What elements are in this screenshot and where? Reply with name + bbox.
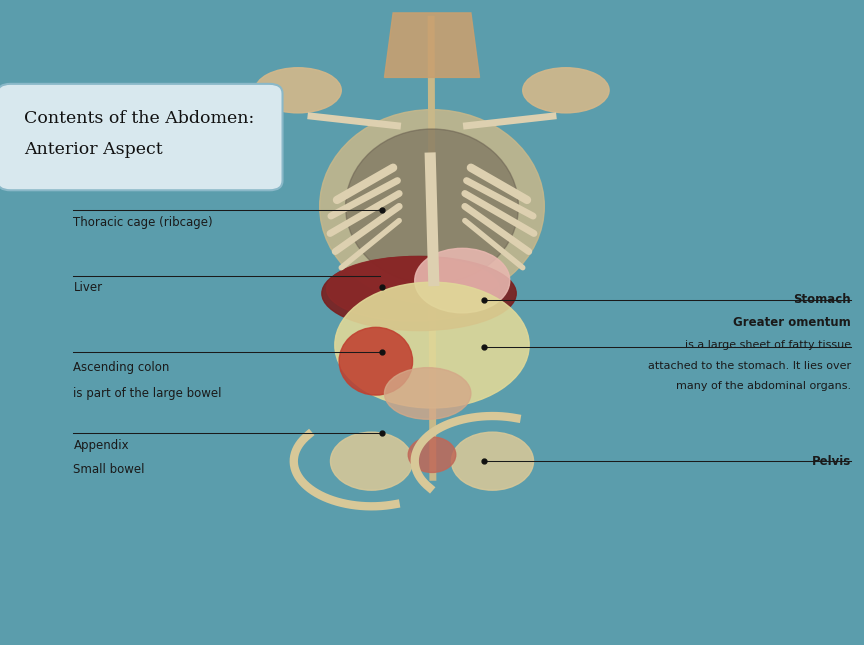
Ellipse shape <box>339 327 413 395</box>
FancyBboxPatch shape <box>0 84 283 190</box>
Text: Ascending colon: Ascending colon <box>73 361 170 374</box>
Text: many of the abdominal organs.: many of the abdominal organs. <box>676 381 851 392</box>
Ellipse shape <box>346 129 518 284</box>
Ellipse shape <box>415 248 510 313</box>
Ellipse shape <box>523 68 609 113</box>
Ellipse shape <box>330 432 413 490</box>
Text: Greater omentum: Greater omentum <box>734 316 851 329</box>
Text: is part of the large bowel: is part of the large bowel <box>73 387 222 400</box>
Text: Pelvis: Pelvis <box>812 455 851 468</box>
Ellipse shape <box>335 283 529 408</box>
Text: Appendix: Appendix <box>73 439 129 451</box>
Text: Contents of the Abdomen:: Contents of the Abdomen: <box>24 110 254 126</box>
Ellipse shape <box>255 68 341 113</box>
Ellipse shape <box>384 368 471 419</box>
Text: Thoracic cage (ribcage): Thoracic cage (ribcage) <box>73 216 213 229</box>
Ellipse shape <box>321 256 517 330</box>
Polygon shape <box>384 13 480 77</box>
Text: attached to the stomach. It lies over: attached to the stomach. It lies over <box>648 361 851 371</box>
Ellipse shape <box>408 437 456 473</box>
Text: Small bowel: Small bowel <box>73 463 145 476</box>
Text: Anterior Aspect: Anterior Aspect <box>24 141 162 157</box>
Text: Liver: Liver <box>73 281 103 293</box>
Ellipse shape <box>320 110 544 303</box>
Ellipse shape <box>451 432 533 490</box>
Text: is a large sheet of fatty tissue: is a large sheet of fatty tissue <box>685 340 851 350</box>
Text: Stomach: Stomach <box>793 293 851 306</box>
Ellipse shape <box>327 257 499 321</box>
